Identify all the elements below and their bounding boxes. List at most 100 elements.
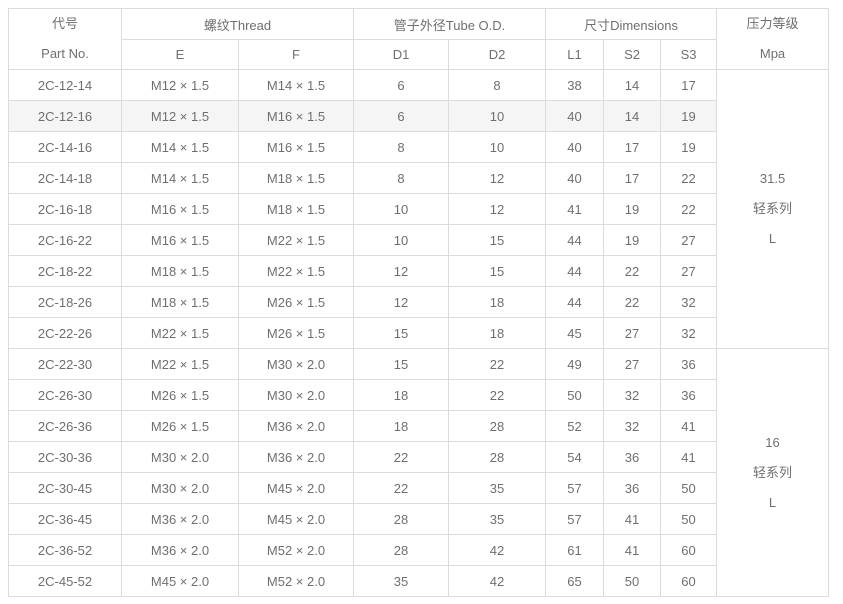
- dim-l1-cell: 40: [545, 100, 605, 132]
- dim-s2-cell: 32: [603, 379, 662, 411]
- tube-d1-cell: 12: [353, 286, 450, 318]
- tube-d1-cell: 22: [353, 472, 450, 504]
- dim-s3-cell: 32: [660, 317, 718, 349]
- thread-f-cell: M22 × 1.5: [237, 255, 355, 287]
- pressure-line: 轻系列: [753, 201, 793, 216]
- tube-d2-cell: 12: [448, 193, 547, 225]
- thread-e-cell: M30 × 2.0: [121, 441, 239, 473]
- tube-d1-cell: 28: [353, 534, 450, 566]
- dim-s3-cell: 17: [660, 69, 718, 101]
- header-col-s3: S3: [660, 39, 718, 70]
- dim-l1-cell: 57: [545, 472, 605, 504]
- tube-d1-cell: 18: [353, 379, 450, 411]
- header-dimensions-group: 尺寸Dimensions: [545, 7, 718, 41]
- header-col-e: E: [121, 39, 239, 70]
- thread-e-cell: M22 × 1.5: [121, 348, 239, 380]
- table-row: 2C-26-30 M26 × 1.5 M30 × 2.0 18 22 50 32 36: [8, 379, 829, 411]
- part-no-cell: 2C-14-16: [8, 131, 122, 163]
- part-no-cell: 2C-12-16: [8, 100, 122, 132]
- thread-f-cell: M26 × 1.5: [237, 317, 355, 349]
- thread-f-cell: M52 × 2.0: [237, 565, 355, 597]
- tube-d1-cell: 8: [353, 162, 450, 194]
- dim-s2-cell: 41: [603, 503, 662, 535]
- thread-f-cell: M18 × 1.5: [237, 193, 355, 225]
- tube-d2-cell: 22: [448, 379, 547, 411]
- thread-e-cell: M26 × 1.5: [121, 410, 239, 442]
- dim-s3-cell: 27: [660, 255, 718, 287]
- dim-l1-cell: 40: [545, 162, 605, 194]
- dim-s2-cell: 41: [603, 534, 662, 566]
- dim-s3-cell: 50: [660, 472, 718, 504]
- part-no-cell: 2C-22-30: [8, 348, 122, 380]
- dim-s3-cell: 60: [660, 534, 718, 566]
- dim-s2-cell: 32: [603, 410, 662, 442]
- thread-f-cell: M45 × 2.0: [237, 472, 355, 504]
- tube-d2-cell: 42: [448, 565, 547, 597]
- thread-e-cell: M36 × 2.0: [121, 534, 239, 566]
- tube-d1-cell: 10: [353, 193, 450, 225]
- dim-s3-cell: 36: [660, 348, 718, 380]
- tube-d2-cell: 35: [448, 472, 547, 504]
- thread-f-cell: M30 × 2.0: [237, 348, 355, 380]
- dim-s3-cell: 41: [660, 410, 718, 442]
- thread-f-cell: M30 × 2.0: [237, 379, 355, 411]
- table-header: 代号 Part No. 螺纹Thread 管子外径Tube O.D. 尺寸Dim…: [8, 7, 830, 70]
- table-row: 2C-36-52 M36 × 2.0 M52 × 2.0 28 42 61 41 60: [8, 534, 829, 566]
- tube-d1-cell: 28: [353, 503, 450, 535]
- header-pressure-zh: 压力等级: [746, 16, 799, 31]
- dim-s3-cell: 32: [660, 286, 718, 318]
- tube-d2-cell: 8: [448, 69, 547, 101]
- part-no-cell: 2C-36-45: [8, 503, 122, 535]
- thread-f-cell: M52 × 2.0: [237, 534, 355, 566]
- tube-d2-cell: 18: [448, 317, 547, 349]
- header-pressure-unit: Mpa: [759, 46, 786, 61]
- dim-l1-cell: 61: [545, 534, 605, 566]
- part-no-cell: 2C-18-26: [8, 286, 122, 318]
- part-no-cell: 2C-36-52: [8, 534, 122, 566]
- dim-l1-cell: 44: [545, 286, 605, 318]
- pressure-group-cell: 31.5 轻系列 L: [716, 69, 830, 349]
- dim-s3-cell: 36: [660, 379, 718, 411]
- thread-f-cell: M36 × 2.0: [237, 441, 355, 473]
- thread-e-cell: M45 × 2.0: [121, 565, 239, 597]
- part-no-cell: 2C-14-18: [8, 162, 122, 194]
- table-row: 2C-16-22 M16 × 1.5 M22 × 1.5 10 15 44 19 27: [8, 224, 829, 256]
- table-row: 2C-26-36 M26 × 1.5 M36 × 2.0 18 28 52 32 41: [8, 410, 829, 442]
- dim-l1-cell: 54: [545, 441, 605, 473]
- dim-l1-cell: 40: [545, 131, 605, 163]
- dim-s2-cell: 19: [603, 193, 662, 225]
- dim-s2-cell: 36: [603, 472, 662, 504]
- dim-l1-cell: 52: [545, 410, 605, 442]
- part-no-cell: 2C-12-14: [8, 69, 122, 101]
- dim-s2-cell: 14: [603, 100, 662, 132]
- tube-d1-cell: 15: [353, 317, 450, 349]
- thread-f-cell: M16 × 1.5: [237, 100, 355, 132]
- dim-s3-cell: 27: [660, 224, 718, 256]
- thread-e-cell: M12 × 1.5: [121, 69, 239, 101]
- thread-f-cell: M14 × 1.5: [237, 69, 355, 101]
- table-row: 2C-45-52 M45 × 2.0 M52 × 2.0 35 42 65 50 60: [8, 565, 829, 597]
- pressure-line: 16: [765, 434, 780, 450]
- tube-d1-cell: 15: [353, 348, 450, 380]
- pressure-line: 31.5: [759, 171, 786, 186]
- header-part-no-en: Part No.: [41, 46, 89, 61]
- header-thread-group: 螺纹Thread: [120, 7, 355, 41]
- dim-s2-cell: 14: [603, 69, 662, 101]
- thread-e-cell: M22 × 1.5: [121, 317, 239, 349]
- tube-d2-cell: 10: [448, 131, 547, 163]
- thread-e-cell: M14 × 1.5: [121, 162, 239, 194]
- thread-f-cell: M18 × 1.5: [237, 162, 355, 194]
- header-col-d2: D2: [448, 39, 547, 70]
- header-tube-od-group: 管子外径Tube O.D.: [353, 7, 547, 41]
- dim-s3-cell: 50: [660, 503, 718, 535]
- dim-s2-cell: 17: [603, 131, 662, 163]
- tube-d2-cell: 10: [448, 100, 547, 132]
- dim-l1-cell: 65: [545, 565, 605, 597]
- thread-e-cell: M14 × 1.5: [121, 131, 239, 163]
- header-part-no: 代号 Part No.: [8, 8, 122, 70]
- pressure-group-cell: 16 轻系列 L: [716, 348, 830, 597]
- part-no-cell: 2C-26-30: [8, 379, 122, 411]
- table-row: 2C-14-18 M14 × 1.5 M18 × 1.5 8 12 40 17 22: [8, 162, 829, 194]
- dim-s2-cell: 27: [603, 348, 662, 380]
- tube-d2-cell: 15: [448, 224, 547, 256]
